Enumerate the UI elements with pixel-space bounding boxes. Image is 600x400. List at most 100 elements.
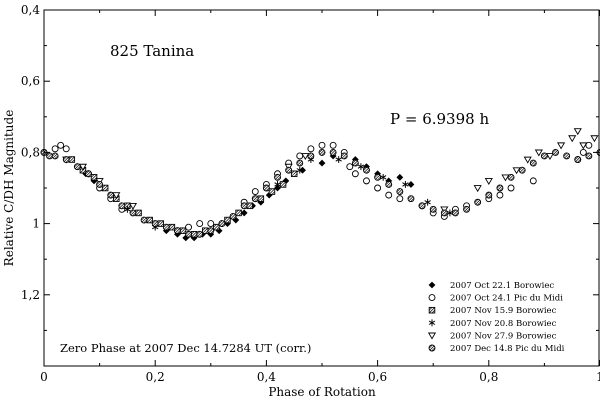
x-tick-label: 0,2 bbox=[146, 370, 165, 384]
data-point bbox=[512, 167, 521, 175]
data-point bbox=[157, 220, 165, 227]
data-point bbox=[62, 145, 70, 153]
data-point bbox=[90, 174, 98, 181]
data-point bbox=[285, 166, 293, 174]
x-tick-label: 1 bbox=[596, 370, 600, 384]
data-point bbox=[196, 220, 204, 228]
data-point bbox=[224, 220, 231, 227]
data-point bbox=[496, 191, 504, 199]
data-point bbox=[251, 188, 259, 196]
y-tick-label: 0,8 bbox=[21, 145, 40, 159]
data-point bbox=[296, 159, 304, 167]
legend-item: 2007 Nov 27.9 Borowiec bbox=[427, 331, 557, 341]
data-point bbox=[529, 159, 537, 167]
data-point bbox=[240, 202, 248, 210]
data-point bbox=[574, 156, 582, 163]
data-point bbox=[151, 220, 159, 228]
data-point bbox=[57, 141, 65, 149]
data-point bbox=[363, 177, 370, 185]
data-point bbox=[307, 145, 315, 153]
data-point bbox=[299, 166, 306, 174]
data-point bbox=[112, 192, 121, 200]
data-point bbox=[318, 148, 326, 156]
data-point bbox=[301, 153, 310, 161]
series-2 bbox=[40, 141, 600, 235]
data-point bbox=[346, 163, 354, 171]
data-point bbox=[429, 205, 437, 213]
data-point bbox=[485, 191, 493, 199]
data-point bbox=[396, 188, 404, 196]
data-point bbox=[274, 173, 281, 181]
data-point bbox=[563, 152, 571, 160]
data-point bbox=[507, 184, 515, 192]
data-point bbox=[374, 173, 382, 181]
data-point bbox=[140, 216, 148, 224]
legend-label: 2007 Nov 27.9 Borowiec bbox=[450, 331, 557, 341]
data-point bbox=[418, 202, 426, 210]
series-1 bbox=[73, 149, 415, 242]
data-point bbox=[135, 209, 142, 217]
data-point bbox=[424, 198, 431, 206]
data-point bbox=[201, 227, 209, 234]
y-tick-label: 0,6 bbox=[21, 74, 40, 88]
data-point bbox=[540, 152, 548, 160]
data-point bbox=[484, 178, 493, 185]
data-point bbox=[207, 227, 215, 235]
data-point bbox=[556, 142, 566, 150]
data-point bbox=[78, 163, 88, 171]
data-point bbox=[529, 177, 537, 185]
data-point bbox=[463, 205, 471, 213]
data-point bbox=[235, 209, 242, 217]
data-point bbox=[351, 170, 359, 178]
data-point bbox=[129, 209, 137, 217]
x-tick-label: 0,4 bbox=[257, 370, 276, 384]
data-point bbox=[568, 135, 577, 143]
x-tick-label: 0,6 bbox=[368, 370, 387, 384]
legend-label: 2007 Dec 14.8 Pic du Midi bbox=[450, 344, 565, 354]
data-point bbox=[585, 152, 593, 160]
data-point bbox=[329, 152, 337, 160]
legend: 2007 Oct 22.1 Borowiec 2007 Oct 24.1 Pic … bbox=[427, 281, 565, 354]
data-point bbox=[496, 184, 504, 192]
data-point bbox=[251, 195, 259, 203]
data-point bbox=[440, 209, 448, 217]
data-point bbox=[357, 163, 365, 171]
data-point bbox=[257, 195, 265, 202]
data-point bbox=[246, 202, 253, 210]
y-tick-label: 0,4 bbox=[21, 3, 40, 17]
data-point bbox=[296, 152, 304, 160]
data-point bbox=[579, 148, 587, 156]
legend-label: 2007 Nov 20.8 Borowiec bbox=[450, 319, 557, 329]
data-point bbox=[51, 145, 59, 153]
legend-marker bbox=[428, 344, 436, 352]
legend-item: 2007 Oct 22.1 Borowiec bbox=[428, 281, 554, 291]
data-point bbox=[573, 128, 582, 136]
data-point bbox=[268, 188, 276, 195]
legend-item: 2007 Dec 14.8 Pic du Midi bbox=[428, 344, 565, 354]
data-point bbox=[124, 205, 131, 213]
data-point bbox=[290, 170, 298, 178]
data-point bbox=[329, 148, 337, 156]
data-point bbox=[402, 181, 409, 188]
data-point bbox=[507, 173, 515, 181]
data-point bbox=[146, 216, 153, 224]
period-annotation: P = 6.9398 h bbox=[390, 110, 489, 128]
data-point bbox=[545, 153, 555, 161]
series-6 bbox=[40, 148, 600, 238]
data-point bbox=[213, 223, 220, 231]
data-point bbox=[363, 166, 370, 174]
legend-label: 2007 Oct 22.1 Borowiec bbox=[450, 281, 554, 291]
legend-marker bbox=[428, 319, 436, 327]
x-tick-label: 0 bbox=[40, 370, 48, 384]
data-point bbox=[51, 152, 59, 160]
data-point bbox=[185, 230, 193, 238]
data-point bbox=[118, 202, 126, 210]
x-axis-title: Phase of Rotation bbox=[268, 385, 376, 399]
data-point bbox=[173, 227, 181, 235]
data-point bbox=[534, 149, 543, 157]
data-point bbox=[218, 220, 226, 228]
data-point bbox=[73, 163, 81, 171]
series-3 bbox=[68, 156, 298, 238]
data-point bbox=[396, 195, 404, 203]
